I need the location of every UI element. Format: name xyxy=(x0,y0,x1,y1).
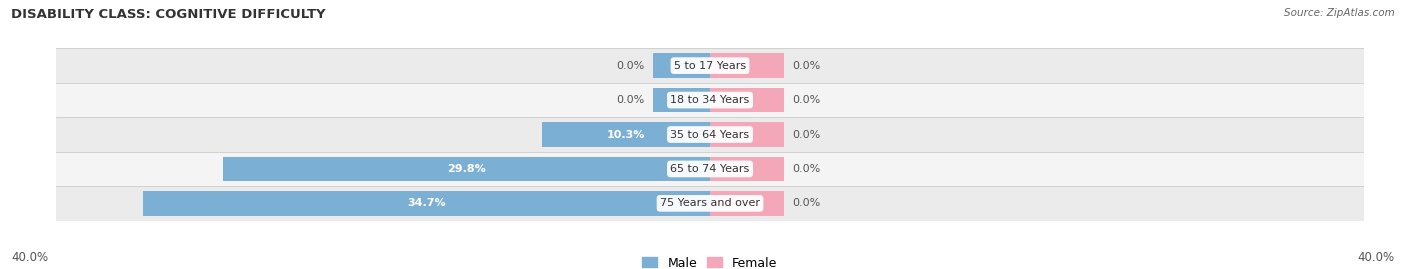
Text: 40.0%: 40.0% xyxy=(1358,251,1395,264)
Text: 75 Years and over: 75 Years and over xyxy=(659,198,761,208)
Bar xyxy=(710,191,783,216)
Bar xyxy=(56,117,1364,152)
Text: 0.0%: 0.0% xyxy=(616,61,644,71)
Legend: Male, Female: Male, Female xyxy=(637,252,783,269)
Bar xyxy=(710,88,783,112)
Text: 35 to 64 Years: 35 to 64 Years xyxy=(671,129,749,140)
Text: 34.7%: 34.7% xyxy=(408,198,446,208)
Text: 40.0%: 40.0% xyxy=(11,251,48,264)
Bar xyxy=(541,122,710,147)
Text: 0.0%: 0.0% xyxy=(792,198,820,208)
Bar xyxy=(56,152,1364,186)
Bar xyxy=(56,186,1364,221)
Bar xyxy=(710,122,783,147)
Text: 29.8%: 29.8% xyxy=(447,164,486,174)
Bar xyxy=(56,48,1364,83)
Bar xyxy=(710,157,783,181)
Text: 0.0%: 0.0% xyxy=(792,61,820,71)
Bar xyxy=(652,53,710,78)
Text: 65 to 74 Years: 65 to 74 Years xyxy=(671,164,749,174)
Bar xyxy=(224,157,710,181)
Text: 0.0%: 0.0% xyxy=(792,164,820,174)
Text: Source: ZipAtlas.com: Source: ZipAtlas.com xyxy=(1284,8,1395,18)
Bar xyxy=(143,191,710,216)
Text: 0.0%: 0.0% xyxy=(792,95,820,105)
Text: 10.3%: 10.3% xyxy=(606,129,645,140)
Text: DISABILITY CLASS: COGNITIVE DIFFICULTY: DISABILITY CLASS: COGNITIVE DIFFICULTY xyxy=(11,8,326,21)
Bar xyxy=(652,88,710,112)
Text: 5 to 17 Years: 5 to 17 Years xyxy=(673,61,747,71)
Text: 0.0%: 0.0% xyxy=(792,129,820,140)
Bar xyxy=(710,53,783,78)
Text: 0.0%: 0.0% xyxy=(616,95,644,105)
Bar xyxy=(56,83,1364,117)
Text: 18 to 34 Years: 18 to 34 Years xyxy=(671,95,749,105)
